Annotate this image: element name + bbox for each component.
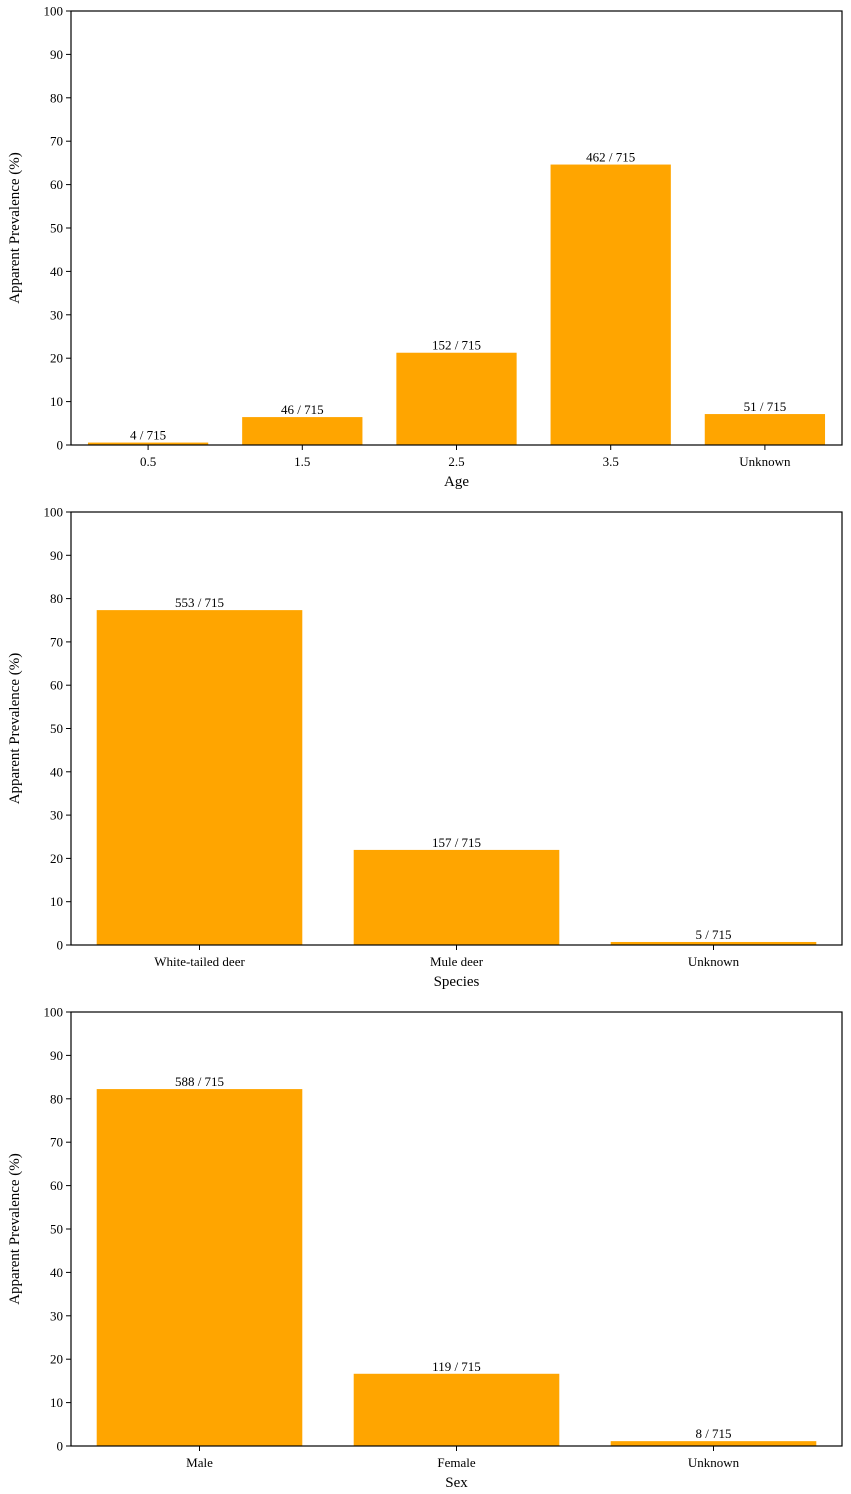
bar-value-label: 119 / 715 xyxy=(432,1359,481,1374)
y-tick-label: 90 xyxy=(50,47,63,62)
y-tick-label: 10 xyxy=(50,894,63,909)
x-axis-label: Species xyxy=(434,974,480,990)
y-tick-label: 10 xyxy=(50,394,63,409)
bar-value-label: 8 / 715 xyxy=(695,1426,731,1441)
y-tick-label: 50 xyxy=(50,221,63,236)
y-tick-label: 80 xyxy=(50,1091,63,1106)
bar-male xyxy=(96,1089,303,1446)
y-axis-label: Apparent Prevalence (%) xyxy=(7,1153,23,1305)
y-tick-label: 80 xyxy=(50,591,63,606)
y-tick-label: 60 xyxy=(50,678,63,693)
bar-value-label: 588 / 715 xyxy=(175,1074,224,1089)
y-tick-label: 70 xyxy=(50,1135,63,1150)
y-tick-label: 30 xyxy=(50,808,63,823)
y-tick-label: 20 xyxy=(50,851,63,866)
y-tick-label: 60 xyxy=(50,1178,63,1193)
x-tick-label: Unknown xyxy=(688,1455,740,1470)
bar-value-label: 5 / 715 xyxy=(695,927,731,942)
x-tick-label: 3.5 xyxy=(603,454,619,469)
y-tick-label: 90 xyxy=(50,1048,63,1063)
bar-value-label: 462 / 715 xyxy=(586,150,635,165)
x-tick-label: Unknown xyxy=(739,454,791,469)
y-axis-label: Apparent Prevalence (%) xyxy=(7,152,23,304)
bar-value-label: 46 / 715 xyxy=(281,402,324,417)
y-tick-label: 40 xyxy=(50,264,63,279)
y-tick-label: 10 xyxy=(50,1395,63,1410)
y-tick-label: 60 xyxy=(50,177,63,192)
x-tick-label: Female xyxy=(437,1455,475,1470)
y-tick-label: 90 xyxy=(50,548,63,563)
y-tick-label: 100 xyxy=(44,505,64,520)
plot-frame xyxy=(70,1011,843,1447)
plot-frame xyxy=(70,10,843,446)
bar-0-5 xyxy=(87,442,209,445)
bar-white-tailed-deer xyxy=(96,610,303,945)
y-axis-label: Apparent Prevalence (%) xyxy=(7,653,23,805)
x-tick-label: 0.5 xyxy=(140,454,156,469)
bar-1-5 xyxy=(242,417,363,445)
bar-3-5 xyxy=(550,164,671,446)
y-tick-label: 20 xyxy=(50,351,63,366)
bar-unknown xyxy=(610,1441,817,1446)
x-axis-label: Sex xyxy=(445,1475,468,1491)
x-tick-label: White-tailed deer xyxy=(154,954,245,969)
y-tick-label: 40 xyxy=(50,1265,63,1280)
chart-3: 588 / 715 Male 119 / 715 Female 8 / 715 Unkno… xyxy=(7,1005,843,1491)
bar-female xyxy=(353,1373,560,1446)
y-tick-label: 50 xyxy=(50,1222,63,1237)
x-tick-label: 1.5 xyxy=(294,454,310,469)
x-tick-label: 2.5 xyxy=(448,454,464,469)
bar-2-5 xyxy=(396,352,517,445)
x-tick-label: Male xyxy=(186,1455,213,1470)
y-tick-label: 0 xyxy=(57,1439,64,1454)
y-tick-label: 100 xyxy=(44,4,64,19)
bar-mule-deer xyxy=(353,849,560,945)
y-tick-label: 70 xyxy=(50,134,63,149)
y-tick-label: 70 xyxy=(50,634,63,649)
bar-value-label: 553 / 715 xyxy=(175,595,224,610)
x-tick-label: Unknown xyxy=(688,954,740,969)
y-tick-label: 80 xyxy=(50,90,63,105)
y-tick-label: 50 xyxy=(50,721,63,736)
chart-1: 4 / 715 0.5 46 / 715 1.5 152 / 715 2.5 462 / 7… xyxy=(7,4,843,490)
y-tick-label: 40 xyxy=(50,764,63,779)
y-tick-label: 0 xyxy=(57,938,64,953)
bar-value-label: 152 / 715 xyxy=(432,338,481,353)
y-tick-label: 20 xyxy=(50,1352,63,1367)
y-tick-label: 30 xyxy=(50,307,63,322)
bar-unknown xyxy=(704,414,826,445)
x-axis-label: Age xyxy=(444,474,469,490)
y-tick-label: 100 xyxy=(44,1005,64,1020)
chart-2: 553 / 715 White-tailed deer 157 / 715 Mule … xyxy=(7,505,843,990)
bar-value-label: 4 / 715 xyxy=(130,428,166,443)
plot-frame xyxy=(70,511,843,946)
y-tick-label: 0 xyxy=(57,438,64,453)
bar-unknown xyxy=(610,941,817,945)
x-tick-label: Mule deer xyxy=(430,954,484,969)
y-tick-label: 30 xyxy=(50,1308,63,1323)
bar-value-label: 157 / 715 xyxy=(432,835,481,850)
bar-value-label: 51 / 715 xyxy=(744,399,787,414)
